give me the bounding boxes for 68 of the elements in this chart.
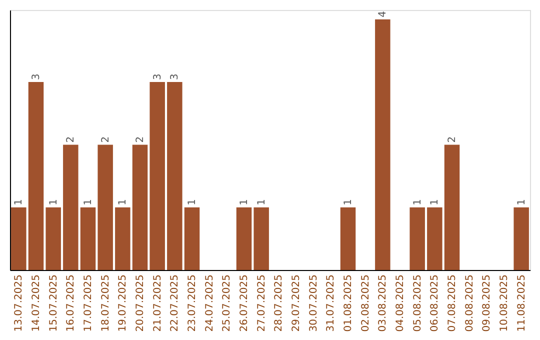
x-tick-label: 19.07.2025 <box>118 274 129 332</box>
bar <box>28 82 44 270</box>
data-label: 4 <box>378 11 389 18</box>
x-tick-label: 09.08.2025 <box>482 274 493 332</box>
data-label: 1 <box>256 198 268 206</box>
x-tick-label: 15.07.2025 <box>48 274 60 332</box>
bar <box>184 207 200 270</box>
data-label: 1 <box>343 198 354 206</box>
x-tick-label: 27.07.2025 <box>256 274 268 332</box>
x-tick-label: 16.07.2025 <box>66 274 77 332</box>
x-tick-label: 02.08.2025 <box>360 274 372 332</box>
data-label: 1 <box>239 198 250 206</box>
x-tick-label: 06.08.2025 <box>430 274 441 332</box>
data-label: 1 <box>118 198 129 206</box>
x-tick-label: 07.08.2025 <box>447 274 458 332</box>
bar <box>254 207 269 270</box>
x-tick-label: 01.08.2025 <box>343 274 354 332</box>
data-label: 3 <box>152 74 164 80</box>
x-tick-label: 23.07.2025 <box>187 274 198 332</box>
bar <box>444 144 460 270</box>
bar <box>375 19 390 270</box>
bar <box>236 207 252 270</box>
x-tick-label: 20.07.2025 <box>135 274 146 332</box>
x-tick-label: 31.07.2025 <box>326 274 337 332</box>
data-label: 1 <box>187 198 198 206</box>
x-tick-label: 11.08.2025 <box>516 274 528 332</box>
bar <box>115 207 130 270</box>
x-tick-label: 04.08.2025 <box>395 274 406 332</box>
data-label: 1 <box>430 198 441 206</box>
x-tick-label: 28.07.2025 <box>274 274 285 332</box>
x-tick-label: 26.07.2025 <box>239 274 250 332</box>
x-tick-label: 05.08.2025 <box>412 274 424 332</box>
bar <box>427 207 442 270</box>
bar <box>80 207 96 270</box>
data-label: 1 <box>14 198 25 206</box>
data-label: 3 <box>31 74 42 80</box>
bar <box>63 144 78 270</box>
x-tick-label: 10.08.2025 <box>499 274 510 332</box>
x-tick-label: 30.07.2025 <box>308 274 320 332</box>
data-label: 1 <box>516 198 528 206</box>
x-tick-label: 13.07.2025 <box>14 274 25 332</box>
data-label: 2 <box>100 136 112 143</box>
x-tick-label: 29.07.2025 <box>291 274 302 332</box>
bar <box>150 82 165 270</box>
x-tick-label: 18.07.2025 <box>100 274 112 332</box>
x-tick-label: 17.07.2025 <box>83 274 94 332</box>
x-tick-label: 24.07.2025 <box>204 274 216 332</box>
x-tick-label: 25.07.2025 <box>222 274 233 332</box>
data-label: 1 <box>83 198 94 206</box>
x-tick-label: 08.08.2025 <box>464 274 476 332</box>
x-tick-label: 14.07.2025 <box>31 274 42 332</box>
data-label: 1 <box>412 198 424 206</box>
bar <box>98 144 113 270</box>
bar <box>410 207 425 270</box>
x-tick-label: 21.07.2025 <box>152 274 164 332</box>
data-label: 2 <box>135 136 146 143</box>
bar <box>46 207 61 270</box>
bar <box>514 207 529 270</box>
data-label: 1 <box>48 198 60 206</box>
x-tick-label: 22.07.2025 <box>170 274 181 332</box>
x-tick-label: 03.08.2025 <box>378 274 389 332</box>
bar <box>167 82 182 270</box>
data-label: 3 <box>170 74 181 80</box>
data-label: 2 <box>66 136 77 143</box>
bar <box>11 207 26 270</box>
data-label: 2 <box>447 136 458 143</box>
bar <box>340 207 356 270</box>
bar <box>132 144 148 270</box>
